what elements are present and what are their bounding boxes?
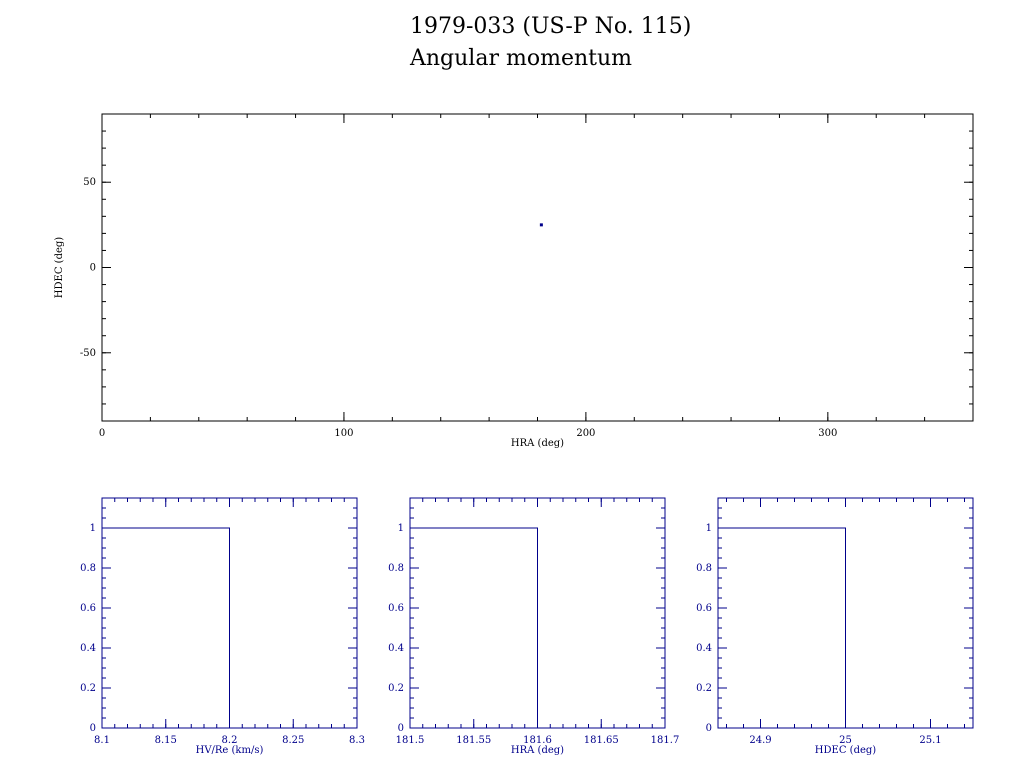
plot-1-x-tick-label: 200 bbox=[576, 428, 595, 439]
plot-3-x-tick-label: 181.7 bbox=[651, 735, 680, 746]
plot-1-frame bbox=[101, 113, 974, 422]
plot-2-x-tick-label: 8.3 bbox=[349, 735, 365, 746]
plot-2-x-tick-label: 8.25 bbox=[282, 735, 304, 746]
plot-1-x-axis-label: HRA (deg) bbox=[511, 438, 564, 449]
plot-4-x-tick-label: 25.1 bbox=[919, 735, 941, 746]
plot-3-x-tick-label: 181.5 bbox=[396, 735, 425, 746]
plot-1-x-tick-label: 100 bbox=[334, 428, 353, 439]
plot-4-y-tick-label: 0.2 bbox=[696, 683, 712, 694]
plot-1-x-tick-label: 0 bbox=[99, 428, 105, 439]
plot-3-y-tick-label: 0.6 bbox=[388, 603, 404, 614]
plot-1-x-tick-label: 300 bbox=[818, 428, 837, 439]
plot-4-y-tick-label: 1 bbox=[706, 523, 712, 534]
plot-3-y-tick-label: 0.4 bbox=[388, 643, 404, 654]
plot-3-x-axis-label: HRA (deg) bbox=[511, 745, 564, 756]
plot-1-data-point bbox=[539, 223, 543, 227]
plot-1-y-tick-label: 50 bbox=[83, 177, 96, 188]
plot-4-y-tick-label: 0 bbox=[706, 723, 712, 734]
plot-3-x-tick-label: 181.55 bbox=[456, 735, 491, 746]
plot-2-histogram-step bbox=[102, 527, 230, 728]
plot-3-x-tick-label: 181.65 bbox=[584, 735, 619, 746]
plot-3-y-tick-label: 0 bbox=[398, 723, 404, 734]
plot-2-y-tick-label: 0 bbox=[90, 723, 96, 734]
plot-1-y-tick-label: 0 bbox=[90, 263, 96, 274]
plot-4-x-tick-label: 24.9 bbox=[749, 735, 771, 746]
plot-2-x-axis-label: HV/Re (km/s) bbox=[196, 745, 264, 756]
plot-1-y-tick-label: -50 bbox=[80, 348, 96, 359]
plot-3-y-tick-label: 0.8 bbox=[388, 563, 404, 574]
plot-3-y-tick-label: 0.2 bbox=[388, 683, 404, 694]
plot-2-y-tick-label: 0.4 bbox=[80, 643, 96, 654]
plot-4-x-tick-label: 25 bbox=[839, 735, 852, 746]
plot-2-y-tick-label: 0.6 bbox=[80, 603, 96, 614]
plot-4-y-tick-label: 0.4 bbox=[696, 643, 712, 654]
plot-4-y-tick-label: 0.8 bbox=[696, 563, 712, 574]
chart-subtitle: Angular momentum bbox=[410, 46, 632, 71]
plot-3-y-tick-label: 1 bbox=[398, 523, 404, 534]
plot-1-y-axis-label: HDEC (deg) bbox=[54, 237, 65, 298]
plot-4-histogram-step bbox=[718, 527, 846, 728]
plot-3-histogram-step bbox=[410, 527, 538, 728]
chart-title: 1979-033 (US-P No. 115) bbox=[410, 14, 692, 39]
plot-2-x-tick-label: 8.2 bbox=[222, 735, 238, 746]
plot-2-y-tick-label: 0.2 bbox=[80, 683, 96, 694]
plot-4-y-tick-label: 0.6 bbox=[696, 603, 712, 614]
plot-2-x-tick-label: 8.15 bbox=[155, 735, 177, 746]
plot-2-y-tick-label: 0.8 bbox=[80, 563, 96, 574]
plot-3-x-tick-label: 181.6 bbox=[523, 735, 552, 746]
plot-4-x-axis-label: HDEC (deg) bbox=[815, 745, 876, 756]
plot-2-x-tick-label: 8.1 bbox=[94, 735, 110, 746]
plot-2-y-tick-label: 1 bbox=[90, 523, 96, 534]
